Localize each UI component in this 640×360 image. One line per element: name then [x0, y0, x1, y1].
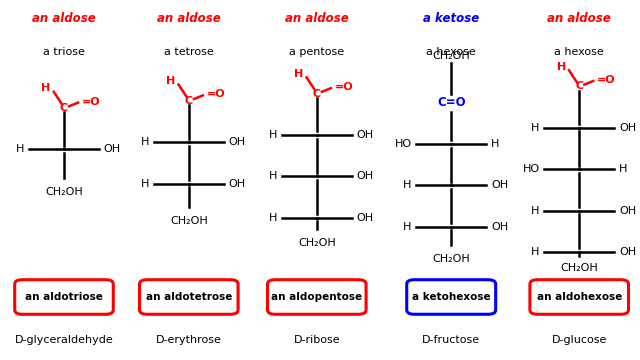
Text: an aldose: an aldose [285, 12, 349, 24]
Text: a pentose: a pentose [289, 47, 344, 57]
Text: OH: OH [619, 123, 636, 133]
Text: C: C [185, 96, 193, 106]
Text: =O: =O [207, 89, 225, 99]
FancyBboxPatch shape [15, 280, 113, 314]
Text: OH: OH [619, 206, 636, 216]
FancyBboxPatch shape [268, 280, 366, 314]
Text: H: H [531, 123, 540, 133]
Text: =O: =O [597, 75, 616, 85]
Text: H: H [619, 164, 627, 174]
Text: OH: OH [491, 222, 508, 232]
Text: CH₂OH: CH₂OH [433, 254, 470, 264]
Text: an aldose: an aldose [547, 12, 611, 24]
Text: an aldohexose: an aldohexose [536, 292, 622, 302]
Text: an aldotriose: an aldotriose [25, 292, 103, 302]
Text: a tetrose: a tetrose [164, 47, 214, 57]
Text: OH: OH [228, 179, 246, 189]
Text: D-fructose: D-fructose [422, 335, 480, 345]
FancyBboxPatch shape [407, 280, 495, 314]
Text: D-glucose: D-glucose [552, 335, 607, 345]
Text: H: H [269, 130, 277, 140]
Text: CH₂OH: CH₂OH [45, 187, 83, 197]
Text: OH: OH [491, 180, 508, 190]
Text: an aldopentose: an aldopentose [271, 292, 362, 302]
Text: H: H [141, 179, 149, 189]
FancyBboxPatch shape [140, 280, 238, 314]
Text: H: H [166, 76, 175, 86]
Text: H: H [16, 144, 24, 154]
Text: C=O: C=O [437, 96, 465, 109]
Text: =O: =O [82, 96, 100, 107]
Text: D-erythrose: D-erythrose [156, 335, 221, 345]
Text: OH: OH [356, 171, 374, 181]
Text: C: C [575, 81, 583, 91]
Text: a hexose: a hexose [426, 47, 476, 57]
Text: an aldose: an aldose [32, 12, 96, 24]
Text: HO: HO [394, 139, 412, 149]
Text: an aldose: an aldose [157, 12, 221, 24]
Text: H: H [531, 247, 540, 257]
Text: C: C [60, 103, 68, 113]
Text: OH: OH [228, 137, 246, 147]
Text: an aldotetrose: an aldotetrose [146, 292, 232, 302]
Text: H: H [141, 137, 149, 147]
Text: D-ribose: D-ribose [294, 335, 340, 345]
Text: H: H [531, 206, 540, 216]
Text: CH₂OH: CH₂OH [298, 238, 335, 248]
Text: H: H [403, 222, 412, 232]
Text: H: H [269, 213, 277, 223]
Text: C: C [313, 89, 321, 99]
Text: H: H [294, 69, 303, 79]
Text: a triose: a triose [43, 47, 85, 57]
FancyBboxPatch shape [530, 280, 628, 314]
Text: CH₂OH: CH₂OH [561, 263, 598, 273]
Text: OH: OH [356, 130, 374, 140]
Text: H: H [491, 139, 499, 149]
Text: OH: OH [104, 144, 121, 154]
Text: a ketohexose: a ketohexose [412, 292, 490, 302]
Text: OH: OH [356, 213, 374, 223]
Text: a hexose: a hexose [554, 47, 604, 57]
Text: H: H [403, 180, 412, 190]
Text: OH: OH [619, 247, 636, 257]
Text: CH₂OH: CH₂OH [433, 51, 470, 61]
Text: D-glyceraldehyde: D-glyceraldehyde [15, 335, 113, 345]
Text: =O: =O [335, 82, 353, 92]
Text: H: H [269, 171, 277, 181]
Text: a ketose: a ketose [423, 12, 479, 24]
Text: CH₂OH: CH₂OH [170, 216, 207, 226]
Text: HO: HO [522, 164, 540, 174]
Text: H: H [42, 83, 51, 93]
Text: H: H [557, 62, 566, 72]
